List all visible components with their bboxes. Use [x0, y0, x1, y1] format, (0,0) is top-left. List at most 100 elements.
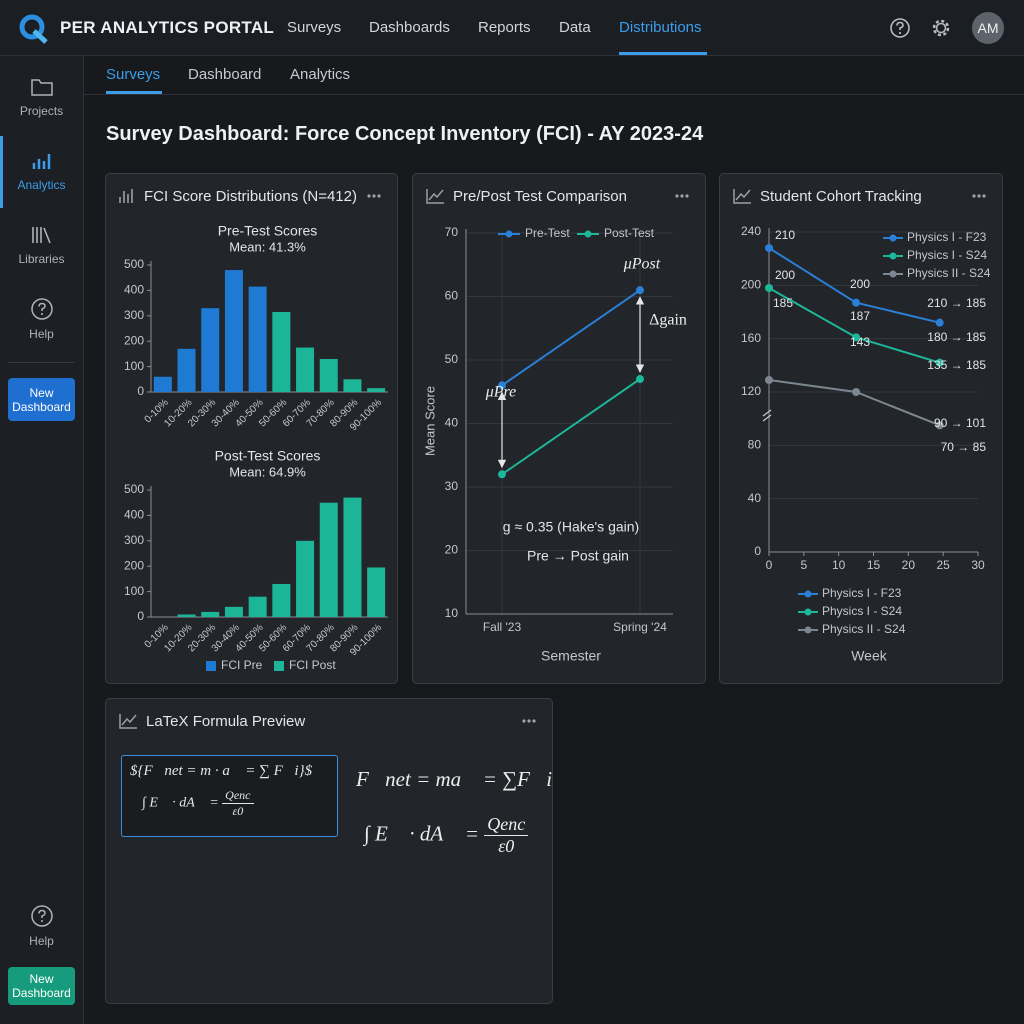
panel-header: FCI Score Distributions (N=412) [118, 186, 358, 206]
tab[interactable]: Dashboard [188, 66, 262, 83]
menu-dot [685, 194, 689, 198]
new-dashboard-button[interactable]: New Dashboard [8, 967, 75, 1005]
y-tick-label: 30 [445, 479, 459, 493]
tab[interactable]: Surveys [106, 66, 161, 83]
bar [272, 311, 291, 392]
x-tick-label: 20 [902, 558, 916, 572]
nav-link[interactable]: Surveys [287, 19, 342, 36]
y-tick-label: 40 [748, 491, 762, 505]
menu-dot [527, 719, 531, 723]
nav-link[interactable]: Distributions [619, 19, 702, 36]
rendered-integral: ∫ E⃗ · dA⃗ = [364, 821, 479, 846]
sidebar-item[interactable]: Analytics [0, 150, 83, 192]
rendered-formula: ∫ E⃗ · dA⃗ = Qenc ε0 [364, 814, 529, 857]
legend-label: Pre-Test [525, 226, 570, 240]
y-tick-label: 240 [741, 224, 761, 238]
new-dashboard-button[interactable]: New Dashboard [8, 378, 75, 421]
panel-header: Pre/Post Test Comparison [425, 186, 627, 206]
panel: Pre-Test Scores Mean: 41.3% 0 100 200 300 400 5… [105, 173, 398, 684]
panel-title: LaTeX Formula Preview [146, 712, 306, 730]
legend-marker [889, 270, 897, 278]
legend-label: Physics I - F23 [907, 230, 987, 244]
tab-bar: Surveys Dashboard Analytics [84, 56, 1024, 95]
code-line: ${F⃗net = m · a⃗ = ∑ F⃗i}$ [130, 763, 313, 779]
y-tick-label: 0 [754, 544, 761, 558]
rendered-fraction: Qenc ε0 [484, 814, 529, 857]
sidebar-item[interactable]: Projects [0, 76, 83, 118]
chart: Fall '23 Spring '24 10 20 30 40 50 60 70 Semester… [422, 194, 689, 664]
chart-title: Post-Test Scores [215, 448, 321, 464]
point [935, 421, 944, 430]
settings-icon[interactable] [930, 17, 952, 39]
legend-label: Physics II - S24 [822, 622, 906, 636]
legend-label: Physics I - S24 [907, 248, 987, 262]
y-tick-label: 0 [137, 609, 144, 623]
bar [177, 348, 196, 392]
bar [201, 611, 220, 617]
legend-marker [889, 252, 897, 260]
avatar[interactable]: AM [972, 12, 1004, 44]
legend-swatch [206, 661, 216, 671]
top-bar: PER ANALYTICS PORTAL Surveys Dashboards … [0, 0, 1024, 56]
bar [296, 347, 315, 392]
chart: 0 5 10 15 20 25 30 0 40 80 120 160 200 240 Week Physics… [741, 194, 991, 664]
annotation: 210 [775, 228, 795, 242]
annotation: μPre [485, 384, 517, 401]
help-icon[interactable] [889, 17, 911, 39]
brand: PER ANALYTICS PORTAL [60, 18, 275, 37]
bar [153, 376, 172, 392]
x-tick-label: 10 [832, 558, 846, 572]
menu-dot [982, 194, 986, 198]
sidebar-item[interactable]: Libraries [0, 224, 83, 266]
y-tick-label: 100 [124, 359, 144, 373]
library-icon [31, 227, 51, 244]
y-tick-label: 80 [748, 438, 762, 452]
panel: 0 5 10 15 20 25 30 0 40 80 120 160 200 240 Week Physics… [719, 173, 1003, 684]
nav-link[interactable]: Reports [478, 19, 531, 36]
x-tick-label: 25 [936, 558, 950, 572]
latex-editor[interactable]: ${F⃗net = m · a⃗ = ∑ F⃗i}$ ∫ E⃗ · dA⃗ = … [121, 755, 338, 837]
rendered-formula: F⃗net = ma⃗ = ∑F⃗i [356, 767, 553, 791]
panel-title: Student Cohort Tracking [760, 187, 922, 205]
nav-link[interactable]: Data [559, 19, 591, 36]
y-tick-label: 200 [124, 558, 144, 572]
bar [343, 379, 362, 392]
code-fraction: Qenc ε0 [222, 788, 254, 819]
x-axis-label: Semester [541, 648, 601, 664]
active-indicator [619, 52, 707, 55]
point [498, 470, 506, 479]
bar [201, 308, 220, 392]
menu-dot [367, 194, 371, 198]
menu-dot [972, 194, 976, 198]
point [852, 388, 861, 396]
x-tick-label: 15 [867, 558, 881, 572]
sidebar-label: Libraries [18, 252, 65, 266]
x-tick-label: 5 [800, 558, 807, 572]
sidebar-item[interactable]: Help [0, 297, 83, 341]
legend-marker [889, 234, 897, 242]
bar [367, 567, 386, 617]
point [935, 318, 944, 327]
bar [272, 583, 291, 617]
sidebar-item[interactable]: Help [0, 904, 83, 948]
legend-marker [584, 230, 592, 238]
nav-link[interactable]: Dashboards [369, 19, 450, 36]
point [852, 333, 861, 342]
help-icon [30, 905, 53, 927]
series-line [501, 378, 641, 476]
bar [343, 497, 362, 617]
y-tick-label: 200 [741, 278, 761, 292]
numerator: Qenc [484, 814, 529, 836]
point [935, 358, 944, 367]
y-tick-label: 0 [137, 384, 144, 398]
y-tick-label: 100 [124, 584, 144, 598]
annotation: Pre → Post gain [527, 548, 629, 564]
x-tick-label: 0 [766, 558, 773, 572]
menu-dot [522, 719, 526, 723]
x-tick-label: Fall '23 [483, 620, 522, 634]
panel-title: Pre/Post Test Comparison [453, 187, 627, 205]
tab[interactable]: Analytics [290, 66, 351, 83]
point [636, 286, 644, 295]
